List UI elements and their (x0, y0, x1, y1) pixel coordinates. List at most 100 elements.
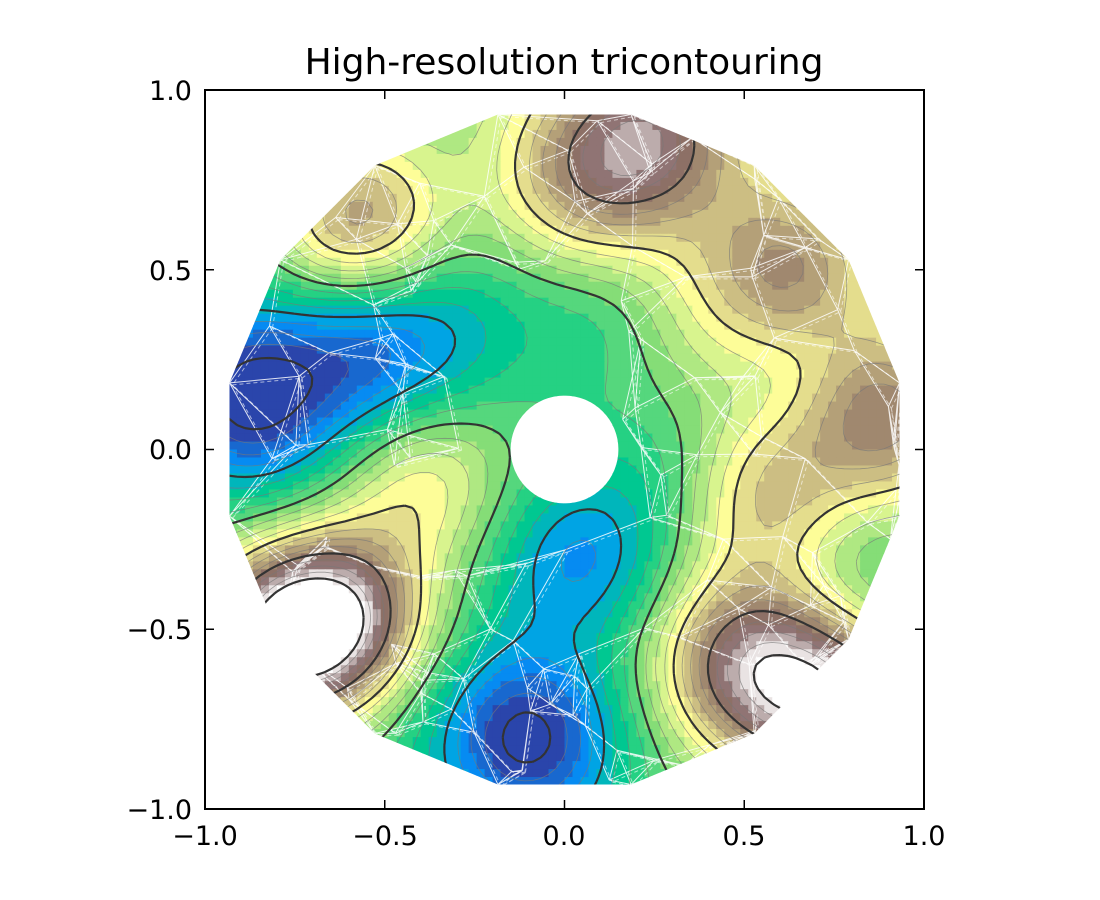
contour-fill-cell (604, 625, 614, 634)
contour-fill-cell (404, 345, 414, 355)
contour-fill-cell (380, 369, 390, 379)
contour-fill-cell (364, 297, 374, 307)
contour-fill-cell (540, 114, 550, 123)
contour-fill-cell (516, 161, 526, 171)
contour-fill-cell (396, 385, 406, 395)
contour-fill-cell (804, 593, 813, 602)
contour-fill-cell (324, 305, 334, 315)
contour-fill-cell (332, 481, 342, 491)
contour-fill-cell (708, 441, 717, 451)
contour-fill-cell (564, 625, 574, 634)
contour-fill-cell (596, 369, 606, 379)
contour-fill-cell (292, 465, 302, 475)
contour-fill-cell (540, 505, 550, 515)
contour-fill-cell (844, 369, 853, 379)
contour-fill-cell (700, 345, 709, 355)
contour-fill-cell (492, 201, 502, 211)
contour-fill-cell (580, 577, 590, 586)
contour-fill-cell (356, 241, 366, 251)
contour-fill-cell (724, 385, 733, 395)
contour-fill-cell (484, 385, 494, 395)
contour-fill-cell (604, 313, 614, 323)
contour-fill-cell (380, 497, 390, 507)
contour-fill-cell (452, 545, 462, 554)
contour-fill-cell (844, 441, 853, 451)
contour-fill-cell (324, 401, 334, 411)
contour-fill-cell (332, 609, 342, 618)
contour-fill-cell (660, 569, 669, 578)
contour-fill-cell (596, 353, 606, 363)
contour-fill-cell (308, 425, 318, 435)
contour-fill-cell (612, 609, 622, 618)
contour-fill-cell (412, 185, 422, 195)
contour-fill-cell (516, 417, 526, 427)
contour-fill-cell (332, 385, 342, 395)
contour-fill-cell (548, 337, 558, 347)
contour-fill-cell (820, 593, 829, 602)
contour-fill-cell (572, 193, 582, 203)
contour-fill-cell (348, 169, 358, 179)
contour-fill-cell (684, 441, 693, 451)
contour-fill-cell (700, 521, 709, 530)
contour-fill-cell (252, 481, 262, 491)
contour-fill-cell (316, 561, 326, 570)
contour-fill-cell (708, 433, 717, 443)
contour-fill-cell (396, 345, 406, 355)
contour-fill-cell (324, 273, 334, 283)
contour-fill-cell (700, 369, 709, 379)
contour-fill-cell (468, 537, 478, 546)
contour-fill-cell (628, 441, 637, 451)
contour-fill-cell (476, 369, 486, 379)
contour-fill-cell (860, 409, 869, 419)
contour-fill-cell (604, 481, 614, 491)
contour-fill-cell (820, 609, 829, 618)
contour-fill-cell (828, 297, 837, 307)
contour-fill-cell (524, 537, 534, 546)
contour-fill-cell (708, 193, 717, 203)
contour-fill-cell (724, 201, 733, 211)
contour-fill-cell (852, 329, 861, 339)
contour-fill-cell (700, 393, 709, 403)
contour-fill-cell (900, 465, 909, 474)
contour-fill-cell (636, 593, 645, 602)
contour-fill-cell (636, 161, 645, 171)
contour-fill-cell (276, 289, 286, 299)
contour-fill-cell (548, 281, 558, 291)
contour-fill-cell (460, 409, 470, 419)
contour-fill-cell (396, 329, 406, 339)
contour-fill-cell (580, 98, 589, 107)
contour-fill-cell (516, 529, 526, 538)
contour-fill-cell (588, 353, 598, 363)
contour-fill-cell (372, 433, 382, 443)
contour-fill-cell (668, 537, 677, 546)
contour-fill-cell (748, 425, 757, 435)
contour-fill-cell (692, 481, 701, 491)
contour-fill-cell (260, 465, 270, 475)
contour-fill-cell (500, 393, 510, 403)
contour-fill-cell (644, 361, 653, 371)
contour-fill-cell (524, 137, 534, 147)
contour-fill-cell (740, 233, 749, 243)
contour-fill-cell (796, 569, 805, 578)
contour-fill-cell (884, 529, 893, 538)
contour-fill-cell (556, 481, 566, 491)
contour-fill-cell (292, 633, 302, 642)
contour-fill-cell (700, 177, 709, 187)
contour-fill-cell (860, 561, 869, 570)
contour-fill-cell (556, 337, 566, 347)
contour-fill-cell (628, 433, 637, 443)
contour-fill-cell (229, 529, 230, 538)
contour-fill-cell (213, 410, 222, 419)
contour-fill-cell (260, 281, 270, 291)
contour-fill-cell (508, 273, 518, 283)
contour-fill-cell (868, 553, 877, 562)
contour-fill-cell (348, 257, 358, 267)
contour-fill-cell (308, 313, 318, 323)
contour-fill-cell (716, 329, 725, 339)
contour-fill-cell (444, 129, 454, 139)
contour-fill-cell (604, 169, 614, 179)
contour-fill-cell (308, 377, 318, 387)
contour-fill-cell (852, 321, 861, 331)
contour-fill-cell (892, 473, 900, 483)
